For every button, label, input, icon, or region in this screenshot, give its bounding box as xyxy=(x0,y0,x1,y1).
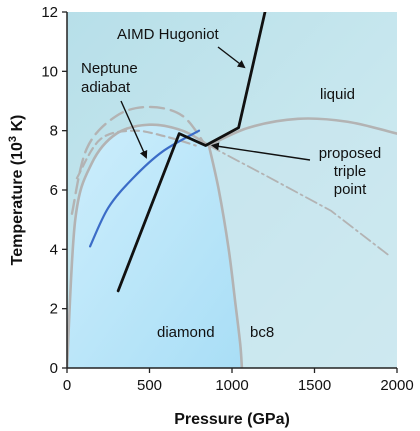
y-tick-label: 12 xyxy=(41,4,58,21)
x-axis-label: Pressure (GPa) xyxy=(174,411,290,428)
y-axis-label: Temperature (103 K) xyxy=(7,115,26,266)
y-tick-label: 4 xyxy=(50,241,58,258)
x-tick-label: 1000 xyxy=(215,377,248,394)
y-tick-label: 10 xyxy=(41,63,58,80)
neptune-arrow xyxy=(120,100,148,159)
y-axis-label-end: K) xyxy=(9,115,26,136)
x-tick-label: 2000 xyxy=(380,377,413,394)
y-axis-label-sup: 3 xyxy=(7,136,19,142)
triple-point-arrow xyxy=(210,142,311,161)
triple-point-label-line1: proposed xyxy=(319,145,382,162)
y-tick-label: 0 xyxy=(50,360,58,377)
y-axis-label-main: Temperature (10 xyxy=(9,142,26,265)
x-tick-label: 0 xyxy=(63,377,71,394)
neptune-label-line1: Neptune xyxy=(81,60,138,77)
triple-point-label-line2: triple xyxy=(334,163,367,180)
axes: 0 500 1000 1500 2000 0 2 4 6 8 10 12 xyxy=(41,4,413,394)
bc8-region xyxy=(208,118,397,368)
hugoniot-arrow xyxy=(217,46,246,69)
hugoniot-label: AIMD Hugoniot xyxy=(117,26,220,43)
series-line-bc8-melt xyxy=(207,117,397,147)
bc8-label: bc8 xyxy=(250,324,274,341)
plot-area xyxy=(67,12,397,368)
series-line-dashed-upper xyxy=(70,105,207,215)
diamond-label: diamond xyxy=(157,324,215,341)
x-tick-label: 500 xyxy=(137,377,162,394)
series-line-dashdot-extension xyxy=(208,144,390,257)
triple-point-label-line3: point xyxy=(334,181,367,198)
diamond-region xyxy=(67,124,242,368)
y-tick-label: 2 xyxy=(50,301,58,318)
y-tick-label: 8 xyxy=(50,123,58,140)
neptune-label-line2: adiabat xyxy=(81,79,131,96)
annotations: AIMD Hugoniot Neptune adiabat liquid propose… xyxy=(81,26,381,341)
x-tick-label: 1500 xyxy=(298,377,331,394)
liquid-label: liquid xyxy=(320,86,355,103)
series-line-diamond-bc8-boundary xyxy=(207,144,244,368)
y-tick-label: 6 xyxy=(50,182,58,199)
plot-clip-group xyxy=(67,12,397,368)
series-line-hugoniot xyxy=(116,12,267,293)
series-line-diamond-melt xyxy=(67,123,211,368)
